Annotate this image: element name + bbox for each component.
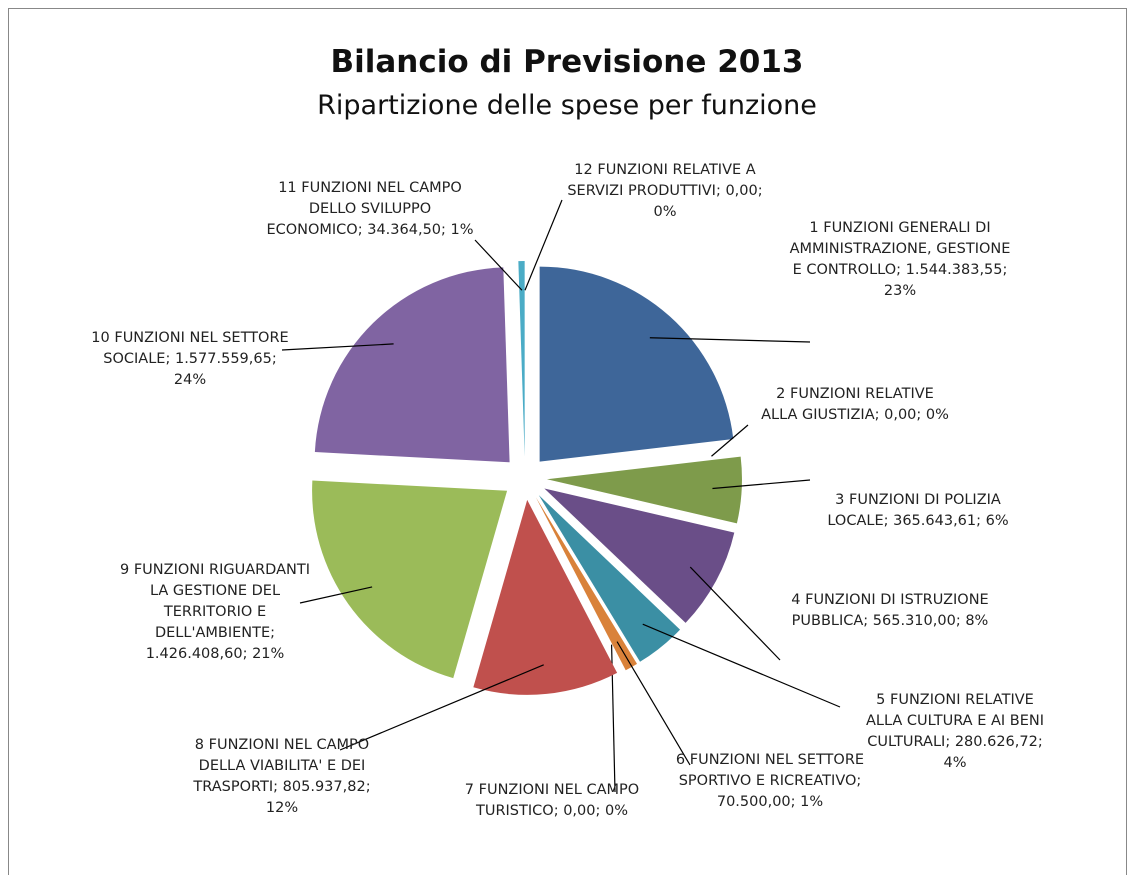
label-part: 70.500,00 <box>717 794 800 810</box>
label-part: 9 FUNZIONI RIGUARDANTI LA GESTIONE DEL T… <box>120 562 310 641</box>
leader-line <box>524 199 563 291</box>
label-text: 10 FUNZIONI NEL SETTORE SOCIALE1.577.559… <box>90 328 290 391</box>
pie-slice <box>518 261 525 457</box>
pie-slice <box>473 499 618 695</box>
label-text: 11 FUNZIONI NEL CAMPO DELLO SVILUPPO ECO… <box>265 178 475 241</box>
label-part: 21% <box>252 646 285 662</box>
label-part: 6 FUNZIONI NEL SETTORE SPORTIVO E RICREA… <box>676 752 864 789</box>
leader-line <box>689 566 781 661</box>
label-part: 1.577.559,65 <box>175 351 277 367</box>
pie-slice <box>314 267 510 463</box>
label-part: 0,00 <box>725 183 762 199</box>
leader-line <box>712 479 811 490</box>
label-part: 0,00 <box>884 407 926 423</box>
pie-slice <box>544 488 735 623</box>
leader-line <box>474 239 523 291</box>
label-part: 0% <box>925 407 949 423</box>
label-text: 3 FUNZIONI DI POLIZIA LOCALE365.643,616% <box>818 490 1018 532</box>
label-text: 1 FUNZIONI GENERALI DI AMMINISTRAZIONE, … <box>785 218 1015 302</box>
label-part: 805.937,82 <box>283 779 371 795</box>
label-text: 5 FUNZIONI RELATIVE ALLA CULTURA E AI BE… <box>865 690 1045 774</box>
label-text: 9 FUNZIONI RIGUARDANTI LA GESTIONE DEL T… <box>115 560 315 665</box>
pie-slice <box>535 497 638 671</box>
label-text: 2 FUNZIONI RELATIVE ALLA GIUSTIZIA0,000% <box>760 384 950 426</box>
label-part: 4% <box>943 755 967 771</box>
leader-line <box>281 343 394 351</box>
label-part: 0% <box>653 204 677 220</box>
label-text: 4 FUNZIONI DI ISTRUZIONE PUBBLICA565.310… <box>775 590 1005 632</box>
pie-slice <box>546 456 742 524</box>
data-label: 5 FUNZIONI RELATIVE ALLA CULTURA E AI BE… <box>865 690 1045 774</box>
label-part: 1% <box>800 794 824 810</box>
label-part: 365.643,61 <box>893 513 986 529</box>
leader-line <box>299 586 373 604</box>
data-label: 9 FUNZIONI RIGUARDANTI LA GESTIONE DEL T… <box>115 560 315 665</box>
leader-line <box>642 623 841 708</box>
data-label: 8 FUNZIONI NEL CAMPO DELLA VIABILITA' E … <box>187 735 377 819</box>
chart-title: Bilancio di Previsione 2013 <box>331 44 804 80</box>
label-part: 6% <box>985 513 1009 529</box>
label-part: 1.426.408,60 <box>146 646 252 662</box>
label-part: 12% <box>265 800 299 816</box>
label-part: 1 FUNZIONI GENERALI DI AMMINISTRAZIONE, … <box>790 220 1011 278</box>
leader-line <box>711 424 749 457</box>
label-text: 8 FUNZIONI NEL CAMPO DELLA VIABILITA' E … <box>187 735 377 819</box>
data-label: 6 FUNZIONI NEL SETTORE SPORTIVO E RICREA… <box>665 750 875 813</box>
label-part: 565.310,00 <box>873 613 966 629</box>
label-part: 0,00 <box>563 803 605 819</box>
label-part: 1% <box>450 222 474 238</box>
chart-subtitle: Ripartizione delle spese per funzione <box>317 90 817 121</box>
data-label: 7 FUNZIONI NEL CAMPO TURISTICO0,000% <box>457 780 647 822</box>
label-part: 24% <box>173 372 207 388</box>
leader-line <box>649 337 811 343</box>
pie-slice <box>312 480 508 679</box>
label-text: 12 FUNZIONI RELATIVE A SERVIZI PRODUTTIV… <box>565 160 765 223</box>
pie-slice <box>538 495 681 662</box>
label-text: 6 FUNZIONI NEL SETTORE SPORTIVO E RICREA… <box>665 750 875 813</box>
label-part: 8% <box>965 613 989 629</box>
label-part: 23% <box>883 283 917 299</box>
label-part: 0% <box>604 803 628 819</box>
data-label: 3 FUNZIONI DI POLIZIA LOCALE365.643,616% <box>818 490 1018 532</box>
label-text: 7 FUNZIONI NEL CAMPO TURISTICO0,000% <box>457 780 647 822</box>
data-label: 4 FUNZIONI DI ISTRUZIONE PUBBLICA565.310… <box>775 590 1005 632</box>
data-label: 11 FUNZIONI NEL CAMPO DELLO SVILUPPO ECO… <box>265 178 475 241</box>
label-part: 280.626,72 <box>955 734 1043 750</box>
leader-line <box>339 664 544 751</box>
data-label: 12 FUNZIONI RELATIVE A SERVIZI PRODUTTIV… <box>565 160 765 223</box>
data-label: 2 FUNZIONI RELATIVE ALLA GIUSTIZIA0,000% <box>760 384 950 426</box>
pie-slice <box>539 266 734 462</box>
data-label: 1 FUNZIONI GENERALI DI AMMINISTRAZIONE, … <box>785 218 1015 302</box>
label-part: 1.544.383,55 <box>906 262 1008 278</box>
leader-line <box>616 641 691 766</box>
data-label: 10 FUNZIONI NEL SETTORE SOCIALE1.577.559… <box>90 328 290 391</box>
label-part: 34.364,50 <box>367 222 450 238</box>
